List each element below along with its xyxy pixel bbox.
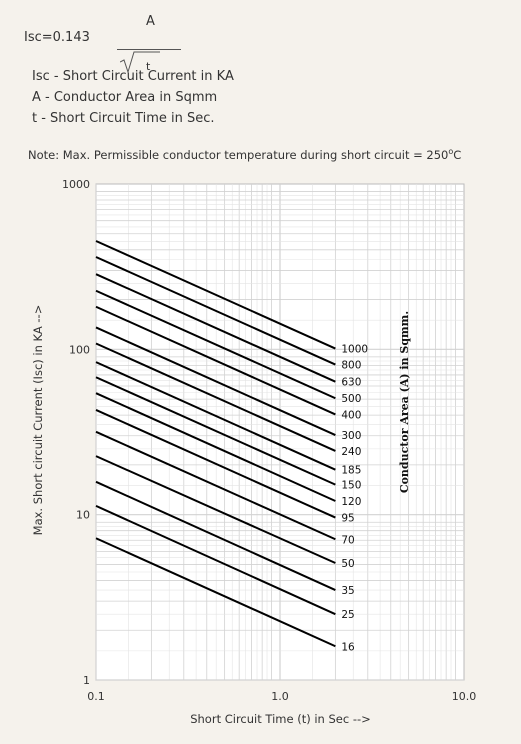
series-line — [95, 430, 336, 541]
short-circuit-chart: 1 10 100 1000 0.1 1.0 10.0 1000 800 630 500 400 300 2… — [62, 178, 477, 703]
series-line — [95, 361, 336, 471]
definition-isc: Isc - Short Circuit Current in KA — [32, 69, 234, 84]
definitions: Isc - Short Circuit Current in KA A - Co… — [32, 66, 234, 129]
series-line — [95, 256, 336, 366]
series-label: 70 — [341, 534, 354, 546]
y-axis-label: Max. Short circuit Current (Isc) in KA -… — [31, 304, 45, 536]
series-label: 240 — [341, 446, 361, 458]
series-label: 300 — [341, 430, 361, 442]
formula-lhs: Isc=0.143 — [24, 30, 90, 45]
series-label: 35 — [341, 585, 354, 597]
series-label: 150 — [341, 480, 361, 492]
y-tick-label: 10 — [76, 509, 90, 522]
y-tick-label: 1000 — [62, 178, 90, 191]
x-axis-label: Short Circuit Time (t) in Sec --> — [190, 712, 371, 726]
definition-area: A - Conductor Area in Sqmm — [32, 90, 218, 105]
series-label: 630 — [341, 377, 361, 389]
x-tick-label: 10.0 — [452, 690, 477, 703]
note-superscript: o — [448, 147, 454, 156]
fraction-bar — [117, 49, 181, 50]
series-line — [95, 537, 336, 648]
series-line — [95, 305, 336, 416]
series-line — [95, 480, 336, 591]
series-label: 95 — [341, 513, 354, 525]
series-line — [95, 504, 336, 616]
series-line — [95, 240, 336, 350]
formula: Isc=0.143 A t — [24, 14, 204, 74]
series-label: 50 — [341, 558, 354, 570]
series-line — [95, 392, 336, 502]
series-line — [95, 273, 336, 383]
series-line — [95, 326, 336, 436]
x-tick-label: 0.1 — [87, 690, 105, 703]
temperature-note: Note: Max. Permissible conductor tempera… — [28, 147, 461, 162]
series-label: 500 — [341, 393, 361, 405]
x-tick-label: 1.0 — [271, 690, 289, 703]
series-label: 120 — [341, 496, 361, 508]
series-label: 400 — [341, 409, 361, 421]
note-suffix: C — [453, 147, 462, 162]
y-tick-label: 1 — [83, 674, 90, 687]
note-text: Note: Max. Permissible conductor tempera… — [28, 147, 449, 162]
series-label: 25 — [341, 609, 354, 621]
series-label: 1000 — [341, 344, 368, 356]
series-line — [95, 409, 336, 519]
series-label: 185 — [341, 465, 361, 477]
square-root-icon — [120, 51, 160, 74]
definition-time: t - Short Circuit Time in Sec. — [32, 111, 215, 126]
formula-numerator: A — [146, 14, 155, 29]
legend-title: Conductor Area (A) in Sqmm. — [398, 311, 411, 493]
series-line — [95, 289, 336, 400]
series-label: 800 — [341, 360, 361, 372]
series-label: 16 — [341, 641, 355, 653]
formula-denominator: t — [146, 60, 151, 73]
series-line — [95, 455, 336, 564]
y-tick-label: 100 — [69, 343, 90, 356]
series-line — [95, 376, 336, 486]
series-line — [95, 342, 336, 452]
